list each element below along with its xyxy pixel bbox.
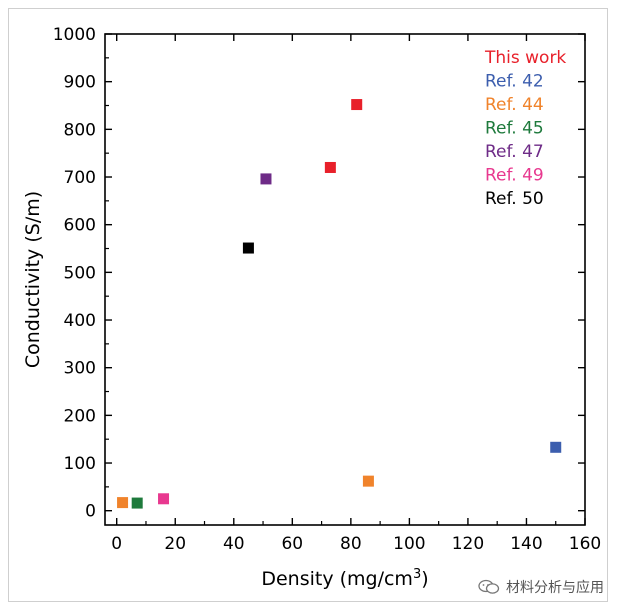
watermark-text: 材料分析与应用: [506, 580, 604, 596]
data-point: [324, 161, 336, 173]
x-tick-label: 0: [111, 534, 122, 554]
wechat-icon: [478, 579, 500, 595]
y-tick-label: 800: [64, 120, 96, 140]
data-point: [260, 173, 272, 185]
plot-area: [104, 33, 586, 526]
y-axis-title: Conductivity (S/m): [22, 191, 44, 368]
y-tick-label: 600: [64, 216, 96, 236]
data-point: [158, 493, 170, 505]
x-tick-label: 60: [281, 534, 303, 554]
legend-entry: Ref. 47: [485, 142, 544, 162]
legend-entry: Ref. 42: [485, 72, 544, 92]
x-tick-label: 20: [164, 534, 186, 554]
data-point: [242, 242, 254, 254]
x-tick-label: 120: [452, 534, 484, 554]
data-point: [550, 441, 562, 453]
data-point: [362, 475, 374, 487]
x-axis-title: Density (mg/cm3): [261, 567, 428, 590]
y-tick-label: 100: [64, 454, 96, 474]
legend-entry: This work: [484, 48, 566, 68]
legend-entry: Ref. 50: [485, 189, 544, 209]
y-tick-label: 500: [64, 263, 96, 283]
watermark: 材料分析与应用: [478, 577, 604, 597]
y-tick-label: 900: [64, 73, 96, 93]
y-tick-label: 0: [85, 502, 96, 522]
y-tick-label: 400: [64, 311, 96, 331]
x-tick-label: 160: [569, 534, 601, 554]
x-tick-label: 80: [340, 534, 362, 554]
y-tick-label: 300: [64, 359, 96, 379]
x-tick-label: 140: [510, 534, 542, 554]
legend-entry: Ref. 44: [485, 95, 544, 115]
y-tick-label: 200: [64, 406, 96, 426]
legend-entry: Ref. 45: [485, 119, 544, 139]
legend-entry: Ref. 49: [485, 166, 544, 186]
data-point: [131, 497, 143, 509]
data-point: [351, 99, 363, 111]
data-point: [117, 497, 129, 509]
x-tick-label: 40: [223, 534, 245, 554]
y-tick-label: 1000: [53, 25, 96, 45]
y-tick-label: 700: [64, 168, 96, 188]
x-tick-label: 100: [393, 534, 425, 554]
figure-frame: [8, 8, 608, 602]
